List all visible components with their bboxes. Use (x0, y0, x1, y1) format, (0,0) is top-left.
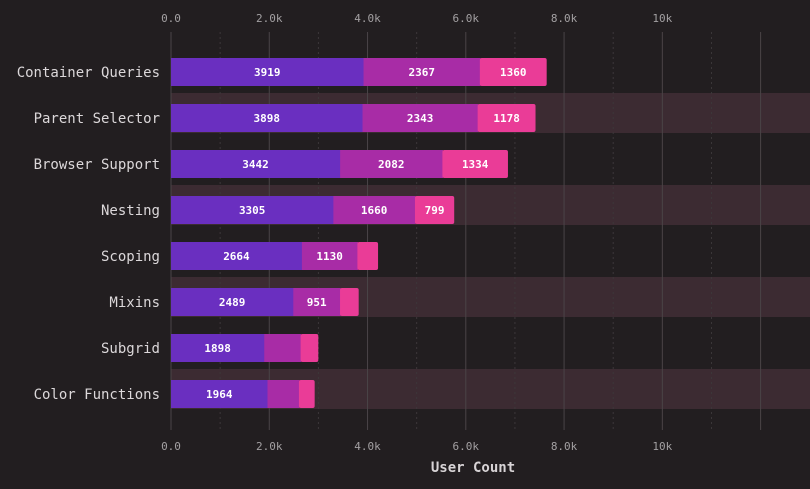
category-label: Mixins (109, 295, 160, 311)
data-label: 1334 (462, 158, 489, 171)
data-label: 1964 (206, 388, 233, 401)
x-axis-title: User Count (431, 460, 515, 476)
bar-segment (171, 150, 341, 178)
data-label: 3898 (254, 112, 281, 125)
bar-segment (293, 288, 341, 316)
bar-segment (171, 242, 303, 270)
category-label: Parent Selector (34, 111, 160, 127)
bar-segment (362, 104, 479, 132)
bar-segment (301, 242, 359, 270)
data-label: 3919 (254, 66, 281, 79)
data-label: 2367 (408, 66, 435, 79)
bar-segment (298, 380, 315, 408)
x-tick-label-top: 2.0k (256, 12, 283, 25)
data-label: 3305 (239, 204, 266, 217)
bar-segment (357, 242, 379, 270)
category-label: Nesting (101, 203, 160, 219)
tick-labels: 0.0 0.0 2.0k 2.0k 4.0k 4.0k 6.0k 6.0k 8.0k 8.0k 10… (161, 12, 673, 453)
x-tick-label-top: 8.0k (551, 12, 578, 25)
x-tick-label-top: 0.0 (161, 12, 181, 25)
gridlines (170, 32, 762, 430)
x-tick-label-top: 6.0k (453, 12, 480, 25)
bar-segment (442, 150, 508, 178)
x-tick-label-bottom: 4.0k (354, 440, 381, 453)
bar-segment (363, 58, 481, 86)
bar-segment (264, 334, 302, 362)
data-label: 1898 (204, 342, 231, 355)
data-label: 1660 (361, 204, 388, 217)
bar-segment (300, 334, 319, 362)
bar-segment (414, 196, 455, 224)
data-label: 2664 (223, 250, 250, 263)
data-label: 2082 (378, 158, 405, 171)
bar-segment (171, 196, 334, 224)
data-label: 3442 (242, 158, 269, 171)
bar-segment (479, 58, 547, 86)
bar-segment (340, 288, 359, 316)
data-label: 2343 (407, 112, 434, 125)
bar-segment (267, 380, 300, 408)
x-tick-label-top: 4.0k (354, 12, 381, 25)
bar-segment (340, 150, 444, 178)
x-tick-label-bottom: 2.0k (256, 440, 283, 453)
data-label: 1360 (500, 66, 527, 79)
bar-segment (171, 334, 265, 362)
data-label: 799 (425, 204, 445, 217)
data-label: 2489 (219, 296, 246, 309)
data-label: 1178 (493, 112, 520, 125)
category-label: Color Functions (34, 387, 160, 403)
category-label: Container Queries (17, 65, 160, 81)
x-tick-label-bottom: 8.0k (551, 440, 578, 453)
bar-segment (171, 104, 364, 132)
data-label: 1130 (316, 250, 343, 263)
x-tick-label-bottom: 0.0 (161, 440, 181, 453)
bar-segment (477, 104, 536, 132)
x-tick-label-bottom: 6.0k (453, 440, 480, 453)
category-label: Scoping (101, 249, 160, 265)
bar-segment (171, 58, 365, 86)
data-label: 951 (307, 296, 327, 309)
category-labels: Container Queries Parent Selector Browser … (17, 65, 160, 403)
category-label: Browser Support (34, 157, 160, 173)
x-tick-label-top: 10k (652, 12, 672, 25)
category-label: Subgrid (101, 341, 160, 357)
bar-segment (333, 196, 416, 224)
x-tick-label-bottom: 10k (652, 440, 672, 453)
bar-segment (171, 288, 294, 316)
bars: 3919 2367 1360 3898 2343 1178 3442 2082 1334 3305… (171, 58, 547, 408)
bar-segment (171, 380, 269, 408)
